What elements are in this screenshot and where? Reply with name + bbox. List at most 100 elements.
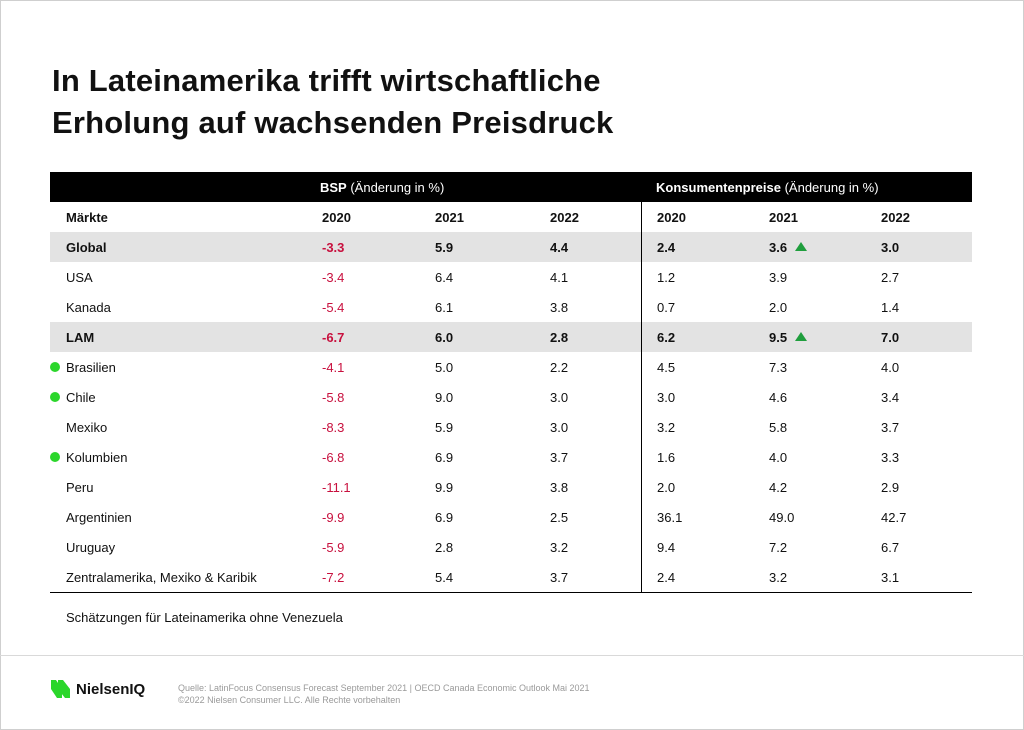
cell-bsp2020: -3.4 bbox=[322, 270, 344, 285]
cell-value: -9.9 bbox=[322, 510, 345, 525]
column-header-cpi-2020: 2020 bbox=[657, 210, 686, 225]
cell-value: 2.0 bbox=[769, 300, 788, 315]
cell-cpi2022: 2.9 bbox=[881, 480, 899, 495]
cell-bsp2022: 3.7 bbox=[550, 570, 568, 585]
table-row: Brasilien -4.1 5.0 2.2 4.5 7.3 4.0 bbox=[50, 352, 972, 382]
cell-value: 4.0 bbox=[881, 360, 900, 375]
cell-bsp2021: 5.0 bbox=[435, 360, 453, 375]
cell-cpi2021: 3.2 bbox=[769, 570, 787, 585]
cell-value: 4.6 bbox=[769, 390, 788, 405]
market-name: Mexiko bbox=[66, 420, 108, 435]
cell-bsp2021: 5.9 bbox=[435, 240, 453, 255]
cell-value: 5.9 bbox=[435, 240, 454, 255]
cell-cpi2022: 1.4 bbox=[881, 300, 899, 315]
cell-bsp2020: -8.3 bbox=[322, 420, 344, 435]
cell-value: 3.0 bbox=[881, 240, 900, 255]
cell-cpi2022: 7.0 bbox=[881, 330, 899, 345]
cell-value: -3.3 bbox=[322, 240, 345, 255]
cell-bsp2020: -5.9 bbox=[322, 540, 344, 555]
cell-value: 4.4 bbox=[550, 240, 569, 255]
up-arrow-icon bbox=[795, 332, 808, 341]
cell-value: -8.3 bbox=[322, 420, 345, 435]
green-dot-icon bbox=[50, 362, 60, 372]
cell-bsp2021: 5.9 bbox=[435, 420, 453, 435]
cell-cpi2020: 0.7 bbox=[657, 300, 675, 315]
cell-cpi2021: 7.3 bbox=[769, 360, 787, 375]
table-row: Peru -11.1 9.9 3.8 2.0 4.2 2.9 bbox=[50, 472, 972, 502]
cell-bsp2022: 2.8 bbox=[550, 330, 568, 345]
data-table: BSP (Änderung in %) Konsumentenpreise (Ä… bbox=[50, 172, 972, 593]
market-name: LAM bbox=[66, 330, 95, 345]
cell-bsp2020: -6.7 bbox=[322, 330, 344, 345]
title-line-2: Erholung auf wachsenden Preisdruck bbox=[52, 105, 614, 140]
cell-cpi2022: 3.0 bbox=[881, 240, 899, 255]
nielseniq-logo: NielsenIQ bbox=[50, 677, 145, 701]
cell-value: 6.1 bbox=[435, 300, 454, 315]
cell-cpi2020: 2.4 bbox=[657, 570, 675, 585]
cell-value: 9.4 bbox=[657, 540, 676, 555]
group-header-bsp: BSP (Änderung in %) bbox=[320, 180, 445, 195]
column-header-bsp-2021: 2021 bbox=[435, 210, 464, 225]
cell-value: 2.2 bbox=[550, 360, 569, 375]
cell-value: 2.9 bbox=[881, 480, 900, 495]
cell-value: 3.4 bbox=[881, 390, 900, 405]
table-row: LAM -6.7 6.0 2.8 6.2 9.5 7.0 bbox=[50, 322, 972, 352]
cell-value: 3.1 bbox=[881, 570, 900, 585]
cell-value: 3.8 bbox=[550, 300, 569, 315]
cell-cpi2020: 4.5 bbox=[657, 360, 675, 375]
source-line-2: ©2022 Nielsen Consumer LLC. Alle Rechte … bbox=[178, 695, 401, 705]
cell-bsp2021: 6.9 bbox=[435, 450, 453, 465]
source-citation: Quelle: LatinFocus Consensus Forecast Se… bbox=[178, 682, 590, 706]
column-header-cpi-2021: 2021 bbox=[769, 210, 798, 225]
cell-value: 7.2 bbox=[769, 540, 788, 555]
cell-bsp2022: 3.0 bbox=[550, 420, 568, 435]
table-row: Zentralamerika, Mexiko & Karibik -7.2 5.4 3… bbox=[50, 562, 972, 592]
cell-cpi2020: 3.0 bbox=[657, 390, 675, 405]
table-row: Kolumbien -6.8 6.9 3.7 1.6 4.0 3.3 bbox=[50, 442, 972, 472]
table-row: Mexiko -8.3 5.9 3.0 3.2 5.8 3.7 bbox=[50, 412, 972, 442]
cell-cpi2020: 1.2 bbox=[657, 270, 675, 285]
cell-bsp2020: -11.1 bbox=[322, 480, 351, 495]
cell-bsp2020: -5.4 bbox=[322, 300, 344, 315]
cell-value: 5.9 bbox=[435, 420, 454, 435]
market-name: Uruguay bbox=[66, 540, 116, 555]
cell-value: -4.1 bbox=[322, 360, 345, 375]
cell-cpi2021: 49.0 bbox=[769, 510, 794, 525]
cell-value: 3.7 bbox=[881, 420, 900, 435]
cell-value: 4.2 bbox=[769, 480, 788, 495]
cell-value: 2.4 bbox=[657, 240, 676, 255]
cell-value: 2.8 bbox=[550, 330, 569, 345]
table-row: Uruguay -5.9 2.8 3.2 9.4 7.2 6.7 bbox=[50, 532, 972, 562]
table-row: USA -3.4 6.4 4.1 1.2 3.9 2.7 bbox=[50, 262, 972, 292]
cell-value: -11.1 bbox=[322, 480, 351, 495]
cell-value: -6.7 bbox=[322, 330, 345, 345]
cell-value: 2.0 bbox=[657, 480, 676, 495]
cell-bsp2020: -4.1 bbox=[322, 360, 344, 375]
cell-value: -6.8 bbox=[322, 450, 345, 465]
cell-value: 3.0 bbox=[657, 390, 676, 405]
cell-value: 5.0 bbox=[435, 360, 454, 375]
green-dot-icon bbox=[50, 452, 60, 462]
cell-value: 4.0 bbox=[769, 450, 788, 465]
footnote: Schätzungen für Lateinamerika ohne Venez… bbox=[66, 610, 343, 625]
cell-cpi2021: 4.6 bbox=[769, 390, 787, 405]
footer-divider bbox=[0, 655, 1024, 656]
cell-bsp2021: 6.4 bbox=[435, 270, 453, 285]
table-bottom-rule bbox=[50, 592, 972, 593]
cell-cpi2021: 4.2 bbox=[769, 480, 787, 495]
market-name: Kanada bbox=[66, 300, 111, 315]
cell-bsp2022: 3.8 bbox=[550, 480, 568, 495]
cell-value: 0.7 bbox=[657, 300, 676, 315]
cell-bsp2020: -6.8 bbox=[322, 450, 344, 465]
cell-bsp2021: 2.8 bbox=[435, 540, 453, 555]
cell-value: 3.9 bbox=[769, 270, 788, 285]
table-body: Global -3.3 5.9 4.4 2.4 3.6 3.0 USA -3.4 6.4 4.1 1.… bbox=[50, 232, 972, 592]
cell-value: 42.7 bbox=[881, 510, 907, 525]
cell-cpi2022: 6.7 bbox=[881, 540, 899, 555]
cell-cpi2022: 42.7 bbox=[881, 510, 906, 525]
column-header-markets: Märkte bbox=[66, 210, 108, 225]
cell-cpi2021: 9.5 bbox=[769, 330, 808, 345]
cell-value: 2.5 bbox=[550, 510, 569, 525]
cell-bsp2021: 9.0 bbox=[435, 390, 453, 405]
cell-value: 6.9 bbox=[435, 450, 454, 465]
